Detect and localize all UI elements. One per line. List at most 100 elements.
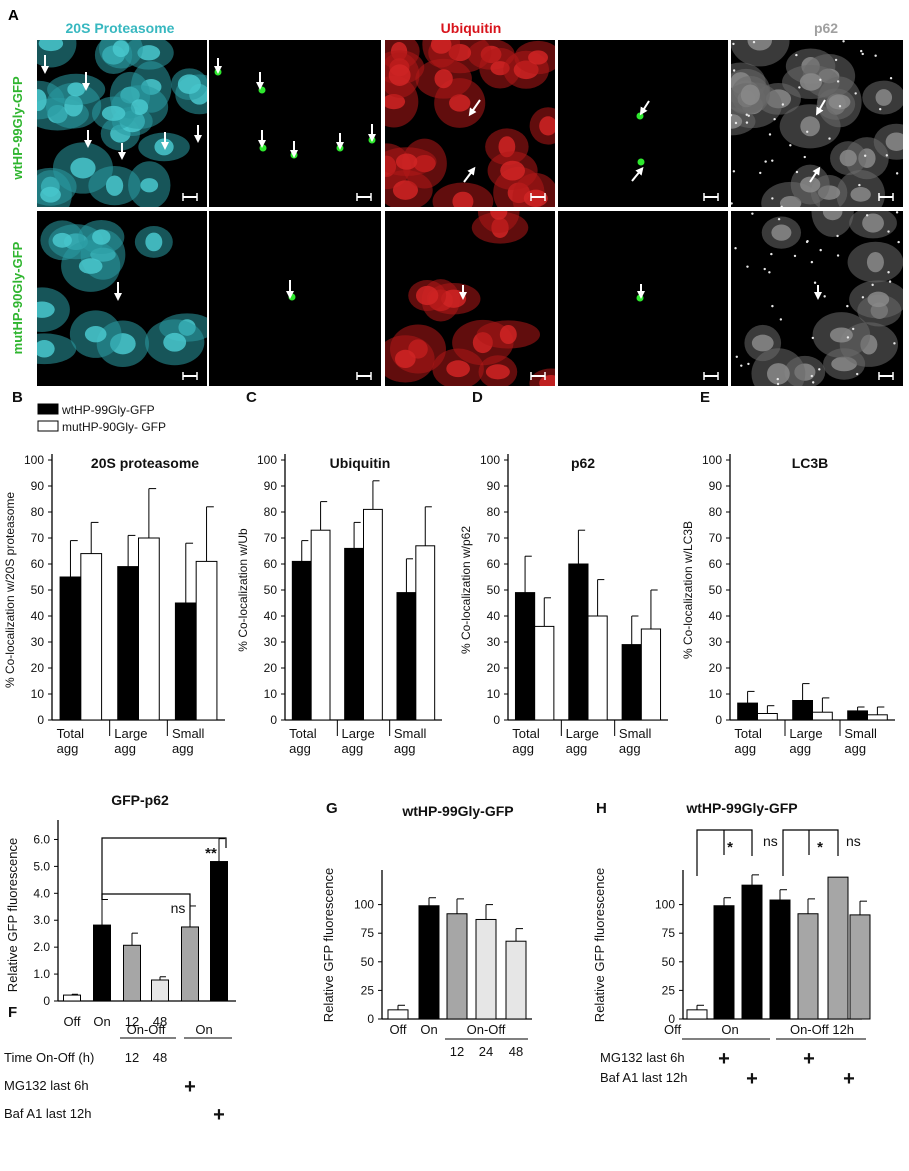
micrograph-tile (731, 211, 903, 386)
puncta-dot (806, 130, 809, 133)
category-label: Total (289, 726, 317, 741)
y-tick-label: 40 (31, 609, 45, 623)
y-tick-label: 80 (487, 505, 501, 519)
puncta-dot (810, 260, 814, 264)
y-tick-label: 100 (354, 898, 374, 912)
puncta-dot (732, 42, 735, 46)
cell-nucleus (500, 160, 526, 181)
bar-mut (640, 628, 662, 721)
aggregate-spot (259, 144, 267, 152)
cell-nucleus (490, 211, 508, 220)
legend-label: wtHP-99Gly-GFP (61, 403, 155, 417)
category-label: Large (789, 726, 822, 741)
group-label: On-Off (467, 1022, 506, 1037)
significance-label: ns (763, 833, 778, 849)
category-label: agg (566, 741, 588, 756)
puncta-dot (795, 53, 798, 57)
chart-title: wtHP-99Gly-GFP (401, 803, 513, 819)
puncta-dot (789, 144, 792, 147)
puncta-dot (823, 295, 826, 298)
row-label-wt: wtHP-99Gly-GFP (10, 76, 25, 181)
puncta-dot (770, 252, 773, 256)
cell-nucleus (78, 258, 103, 274)
puncta-dot (780, 205, 783, 207)
row-label: MG132 last 6h (4, 1078, 89, 1093)
x-tick-label: 24 (479, 1044, 493, 1059)
cell-nucleus (145, 232, 163, 252)
tile-background (209, 40, 381, 207)
y-tick-label: 10 (31, 687, 45, 701)
bar (797, 913, 819, 1020)
cell-nucleus (485, 364, 510, 380)
bar-wt (847, 710, 869, 721)
cell-nucleus (862, 213, 884, 233)
cell-nucleus (867, 291, 890, 308)
x-tick-label: 12 (125, 1014, 139, 1029)
bar (151, 979, 169, 1002)
puncta-dot (776, 382, 780, 386)
puncta-dot (856, 372, 859, 376)
row-label: MG132 last 6h (600, 1050, 685, 1065)
cell-nucleus (37, 301, 55, 318)
puncta-dot (887, 230, 890, 233)
y-tick-label: 30 (264, 635, 278, 649)
y-tick-label: 50 (264, 583, 278, 597)
puncta-dot (771, 197, 774, 200)
puncta-dot (768, 271, 771, 274)
puncta-dot (863, 154, 867, 157)
puncta-dot (734, 246, 737, 250)
micrograph-tile (209, 40, 381, 207)
y-tick-label: 20 (709, 661, 723, 675)
puncta-dot (751, 212, 754, 215)
row-label-mut: mutHP-90Gly-GFP (10, 241, 25, 354)
y-tick-label: 60 (487, 557, 501, 571)
bar (418, 905, 440, 1020)
puncta-dot (842, 40, 845, 43)
category-label: agg (619, 741, 641, 756)
bar (123, 944, 141, 1002)
y-tick-label: 2.0 (33, 940, 50, 954)
cell-nucleus (163, 332, 187, 352)
bar-mut (195, 560, 218, 721)
arrow-icon (631, 166, 644, 182)
puncta-dot (777, 217, 781, 221)
bar-wt (117, 566, 139, 721)
cell-nucleus (523, 189, 548, 207)
puncta-dot (874, 54, 877, 57)
cell-nucleus (767, 363, 790, 385)
y-tick-label: 40 (264, 609, 278, 623)
chart-title: p62 (571, 455, 595, 471)
bar (713, 905, 735, 1020)
cell-nucleus (829, 327, 853, 343)
x-tick-label: 12 (450, 1044, 464, 1059)
panel-letter: B (12, 389, 23, 406)
puncta-dot (811, 336, 815, 340)
y-axis-label: % Co-localization w/LC3B (681, 521, 695, 659)
row-label: Time On-Off (h) (4, 1050, 94, 1065)
y-tick-label: 90 (487, 479, 501, 493)
puncta-dot (776, 377, 779, 381)
bar (741, 884, 763, 1020)
bar (475, 918, 497, 1020)
cell-nucleus (539, 116, 555, 136)
arrow-icon (815, 99, 826, 116)
micrograph-grid (37, 40, 903, 386)
puncta-dot (813, 281, 817, 284)
bar-wt (792, 700, 814, 721)
bar (827, 876, 849, 1020)
bar-mut (310, 529, 331, 721)
chart-panel-e: E LC3B % Co-localization w/LC3B 0 10 20 30 40 50… (681, 389, 895, 756)
bar-mut (80, 553, 103, 721)
plus-sign: + (803, 1048, 815, 1070)
panel-letter: E (700, 389, 710, 406)
cell-nucleus (539, 375, 555, 386)
puncta-dot (768, 133, 772, 136)
puncta-dot (747, 114, 750, 117)
cell-nucleus (388, 64, 411, 87)
cell-nucleus (452, 191, 474, 207)
aggregate-spot (637, 158, 645, 166)
puncta-dot (852, 327, 855, 331)
micrograph-tile (731, 40, 903, 207)
cell-nucleus (885, 132, 903, 152)
plus-sign: + (718, 1048, 730, 1070)
